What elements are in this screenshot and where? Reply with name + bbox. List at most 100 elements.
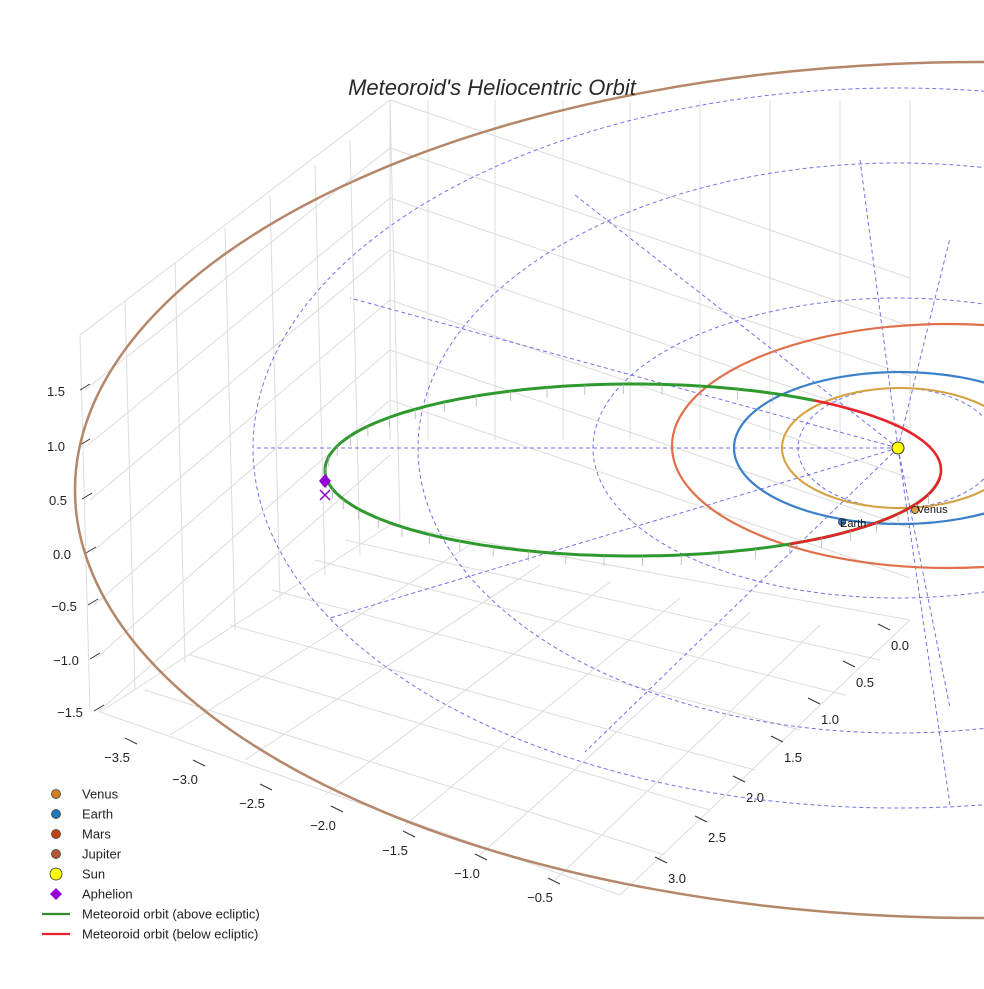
axis-grid — [79, 99, 911, 896]
reference-grid — [252, 87, 984, 809]
reference-spoke — [897, 447, 951, 806]
z-tick-mark — [79, 438, 91, 446]
legend: Venus Earth Mars Jupiter Sun Aphelion Meteoroi… — [42, 787, 260, 942]
grid-line — [389, 99, 401, 526]
legend-item: Jupiter — [51, 847, 122, 862]
z-tick-mark — [85, 546, 97, 554]
grid-line — [224, 227, 236, 631]
y-tick-mark — [807, 697, 821, 705]
grid-line — [389, 299, 911, 479]
grid-line — [554, 624, 821, 881]
legend-swatch — [51, 829, 61, 839]
grid-line — [389, 197, 911, 377]
z-tick-label: 0.5 — [49, 493, 67, 508]
markers: Earth Venus — [319, 441, 948, 530]
venus-orbit — [781, 387, 984, 509]
grid-line — [314, 164, 326, 576]
axis-ticks: −3.5 −3.0 −2.5 −2.0 −1.5 −1.0 −0.5 0.0 0.5 1.0 1.5… — [47, 383, 909, 905]
z-tick-mark — [89, 652, 101, 660]
earth-orbit — [732, 370, 984, 526]
aphelion-projection — [319, 489, 331, 501]
x-tick-mark — [474, 853, 488, 861]
grid-line — [619, 619, 911, 896]
reference-circle — [417, 162, 984, 734]
grid-line — [349, 139, 361, 556]
grid-line — [99, 711, 621, 896]
reference-spoke — [574, 194, 899, 449]
meteoroid-orbit-below — [789, 399, 943, 546]
reference-spoke — [897, 447, 951, 709]
mars-orbit — [670, 322, 984, 570]
x-tick-mark — [330, 805, 344, 813]
grid-line — [91, 299, 391, 553]
y-tick-mark — [877, 623, 891, 631]
x-tick-label: −3.5 — [104, 750, 130, 765]
grid-line — [389, 147, 911, 327]
x-tick-mark — [259, 783, 273, 791]
grid-line — [93, 349, 391, 606]
venus-marker — [911, 506, 919, 514]
x-tick-mark — [192, 759, 206, 767]
reference-spoke — [897, 237, 951, 449]
legend-item: Earth — [51, 807, 113, 822]
aphelion-marker — [319, 474, 331, 488]
z-tick-label: −0.5 — [51, 599, 77, 614]
y-tick-label: 2.0 — [746, 790, 764, 805]
x-tick-label: −0.5 — [527, 890, 553, 905]
legend-label: Earth — [82, 807, 113, 822]
legend-item: Venus — [51, 787, 119, 802]
x-tick-mark — [402, 830, 416, 838]
y-tick-mark — [694, 815, 708, 823]
y-tick-mark — [842, 660, 856, 668]
reference-circle — [252, 87, 984, 809]
grid-line — [389, 524, 911, 621]
venus-label: Venus — [917, 504, 948, 516]
z-tick-label: 1.5 — [47, 384, 65, 399]
z-tick-mark — [79, 383, 91, 391]
planet-orbits — [74, 60, 984, 920]
legend-swatch — [50, 888, 62, 900]
jupiter-orbit — [74, 60, 984, 920]
legend-item: Meteoroid orbit (below ecliptic) — [42, 927, 258, 942]
grid-line — [389, 99, 911, 279]
y-tick-mark — [732, 775, 746, 783]
earth-label: Earth — [840, 518, 866, 530]
legend-label: Venus — [82, 787, 119, 802]
z-tick-mark — [87, 598, 99, 606]
x-tick-label: −1.5 — [382, 843, 408, 858]
x-tick-mark — [124, 737, 138, 745]
grid-line — [169, 544, 471, 736]
grid-line — [271, 589, 801, 731]
sun-marker — [891, 441, 905, 455]
reference-spoke — [329, 447, 899, 619]
y-tick-label: 1.5 — [784, 750, 802, 765]
grid-line — [269, 195, 281, 601]
y-tick-mark — [654, 856, 668, 864]
legend-swatch — [51, 789, 61, 799]
grid-line — [389, 399, 911, 579]
grid-line — [479, 611, 751, 856]
legend-swatch — [49, 867, 63, 881]
grid-line — [174, 261, 186, 663]
grid-line — [144, 689, 666, 856]
legend-item: Sun — [49, 867, 105, 882]
z-tick-mark — [93, 704, 105, 712]
legend-label: Meteoroid orbit (below ecliptic) — [82, 927, 258, 942]
grid-line — [189, 654, 711, 811]
grid-line — [314, 559, 846, 696]
legend-item: Meteoroid orbit (above ecliptic) — [42, 907, 260, 922]
legend-swatch — [51, 849, 61, 859]
legend-label: Jupiter — [82, 847, 122, 862]
grid-line — [244, 564, 541, 761]
legend-label: Aphelion — [82, 887, 133, 902]
reference-spoke — [349, 297, 899, 449]
y-tick-label: 1.0 — [821, 712, 839, 727]
grid-line — [79, 334, 91, 713]
grid-line — [89, 249, 391, 501]
legend-swatch — [51, 809, 61, 819]
grid-line — [389, 349, 911, 529]
meteoroid-orbit-above — [323, 382, 942, 558]
grid-line — [389, 249, 911, 429]
